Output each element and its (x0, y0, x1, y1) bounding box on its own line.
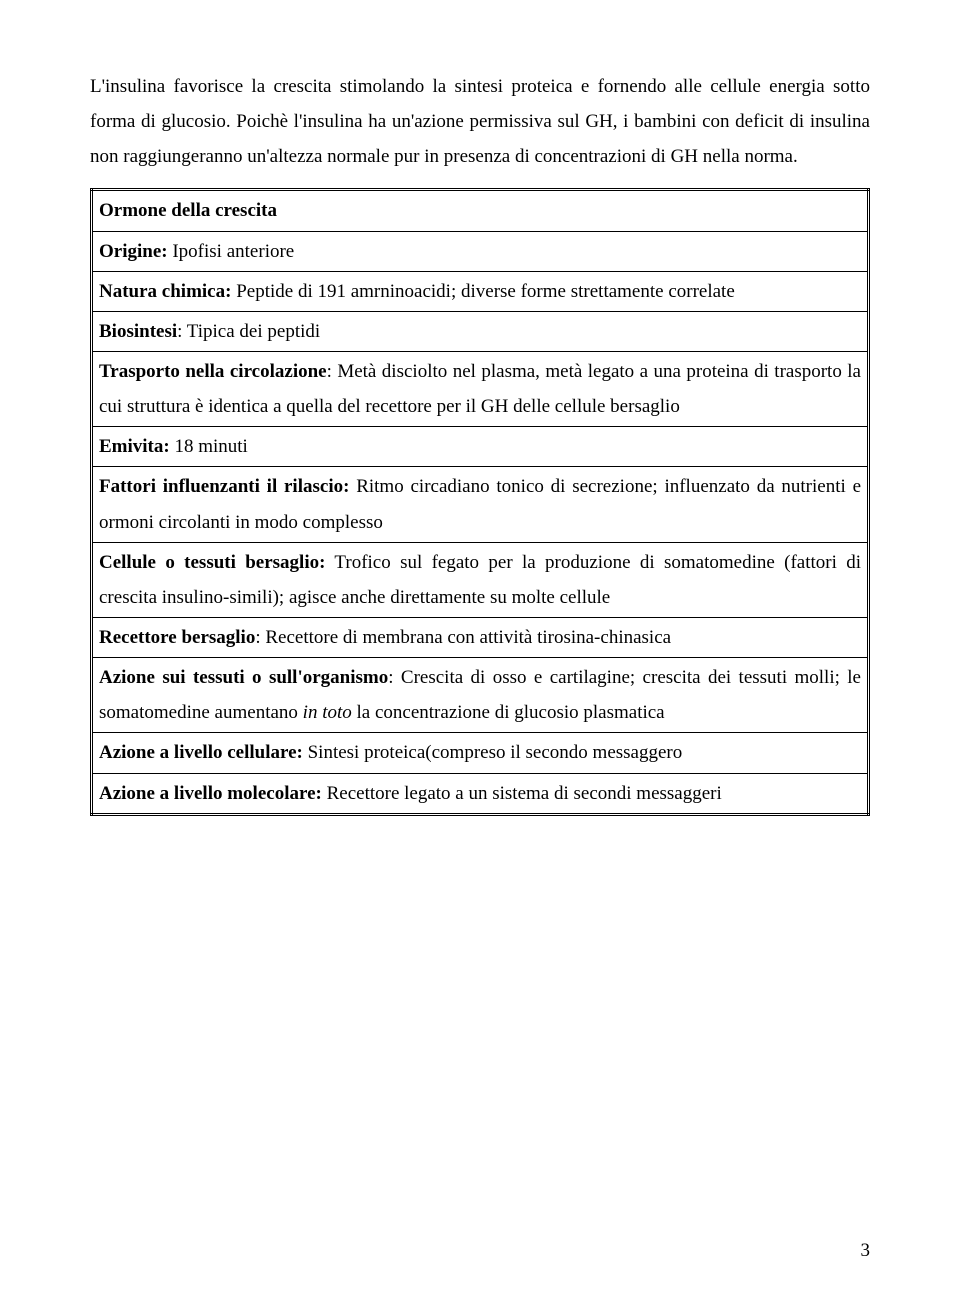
intro-paragraph: L'insulina favorisce la crescita stimola… (90, 69, 870, 174)
row-label: Fattori influenzanti il rilascio: (99, 476, 349, 497)
table-row: Trasporto nella circolazione: Metà disci… (92, 351, 869, 426)
row-text: Peptide di 191 amrninoacidi; diverse for… (231, 281, 734, 302)
row-text: : Recettore di membrana con attività tir… (255, 627, 671, 648)
table-row: Recettore bersaglio: Recettore di membra… (92, 617, 869, 657)
row-label: Natura chimica: (99, 281, 231, 302)
page-number: 3 (861, 1233, 871, 1268)
row-label: Recettore bersaglio (99, 627, 255, 648)
row-label: Emivita: (99, 436, 170, 457)
table-title: Ormone della crescita (99, 200, 277, 221)
table-row: Cellule o tessuti bersaglio: Trofico sul… (92, 542, 869, 617)
row-text: Ipofisi anteriore (168, 241, 295, 262)
row-label: Azione sui tessuti o sull'organismo (99, 667, 388, 688)
table-row: Biosintesi: Tipica dei peptidi (92, 311, 869, 351)
row-text-post: la concentrazione di glucosio plasmatica (352, 702, 665, 723)
row-label: Azione a livello cellulare: (99, 742, 303, 763)
table-row: Natura chimica: Peptide di 191 amrninoac… (92, 271, 869, 311)
table-row: Azione sui tessuti o sull'organismo: Cre… (92, 658, 869, 733)
row-text: Sintesi proteica(compreso il secondo mes… (303, 742, 682, 763)
row-text-italic: in toto (303, 702, 352, 723)
table-row: Azione a livello cellulare: Sintesi prot… (92, 733, 869, 773)
table-title-cell: Ormone della crescita (92, 190, 869, 231)
row-text: Recettore legato a un sistema di secondi… (322, 783, 722, 804)
row-label: Trasporto nella circolazione (99, 361, 327, 382)
hormone-table: Ormone della crescita Origine: Ipofisi a… (90, 188, 870, 815)
row-label: Cellule o tessuti bersaglio: (99, 552, 325, 573)
row-text: 18 minuti (170, 436, 248, 457)
page: L'insulina favorisce la crescita stimola… (0, 0, 960, 1308)
table-row: Fattori influenzanti il rilascio: Ritmo … (92, 467, 869, 542)
table-row: Azione a livello molecolare: Recettore l… (92, 773, 869, 814)
row-text: : Tipica dei peptidi (177, 321, 320, 342)
row-label: Biosintesi (99, 321, 177, 342)
table-row: Emivita: 18 minuti (92, 427, 869, 467)
row-label: Azione a livello molecolare: (99, 783, 322, 804)
row-label: Origine: (99, 241, 168, 262)
table-row: Origine: Ipofisi anteriore (92, 231, 869, 271)
